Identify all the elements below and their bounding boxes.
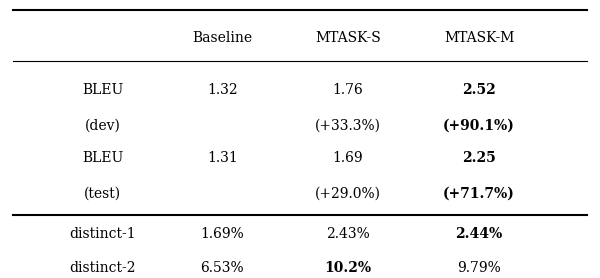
Text: 1.32: 1.32 — [207, 83, 238, 97]
Text: 2.52: 2.52 — [462, 83, 496, 97]
Text: (+29.0%): (+29.0%) — [315, 187, 381, 200]
Text: 9.79%: 9.79% — [457, 261, 501, 275]
Text: 6.53%: 6.53% — [200, 261, 244, 275]
Text: MTASK-M: MTASK-M — [444, 31, 514, 45]
Text: BLEU: BLEU — [82, 83, 124, 97]
Text: distinct-2: distinct-2 — [70, 261, 136, 275]
Text: 2.43%: 2.43% — [326, 227, 370, 241]
Text: MTASK-S: MTASK-S — [315, 31, 380, 45]
Text: 2.44%: 2.44% — [455, 227, 503, 241]
Text: Baseline: Baseline — [192, 31, 253, 45]
Text: 10.2%: 10.2% — [324, 261, 371, 275]
Text: 1.69: 1.69 — [332, 151, 363, 165]
Text: (+71.7%): (+71.7%) — [443, 187, 515, 200]
Text: 1.76: 1.76 — [332, 83, 363, 97]
Text: 2.25: 2.25 — [462, 151, 496, 165]
Text: 1.31: 1.31 — [207, 151, 238, 165]
Text: (dev): (dev) — [85, 118, 121, 132]
Text: (+33.3%): (+33.3%) — [315, 118, 381, 132]
Text: BLEU: BLEU — [82, 151, 124, 165]
Text: (test): (test) — [85, 187, 121, 200]
Text: 1.69%: 1.69% — [200, 227, 244, 241]
Text: distinct-1: distinct-1 — [70, 227, 136, 241]
Text: (+90.1%): (+90.1%) — [443, 118, 515, 132]
